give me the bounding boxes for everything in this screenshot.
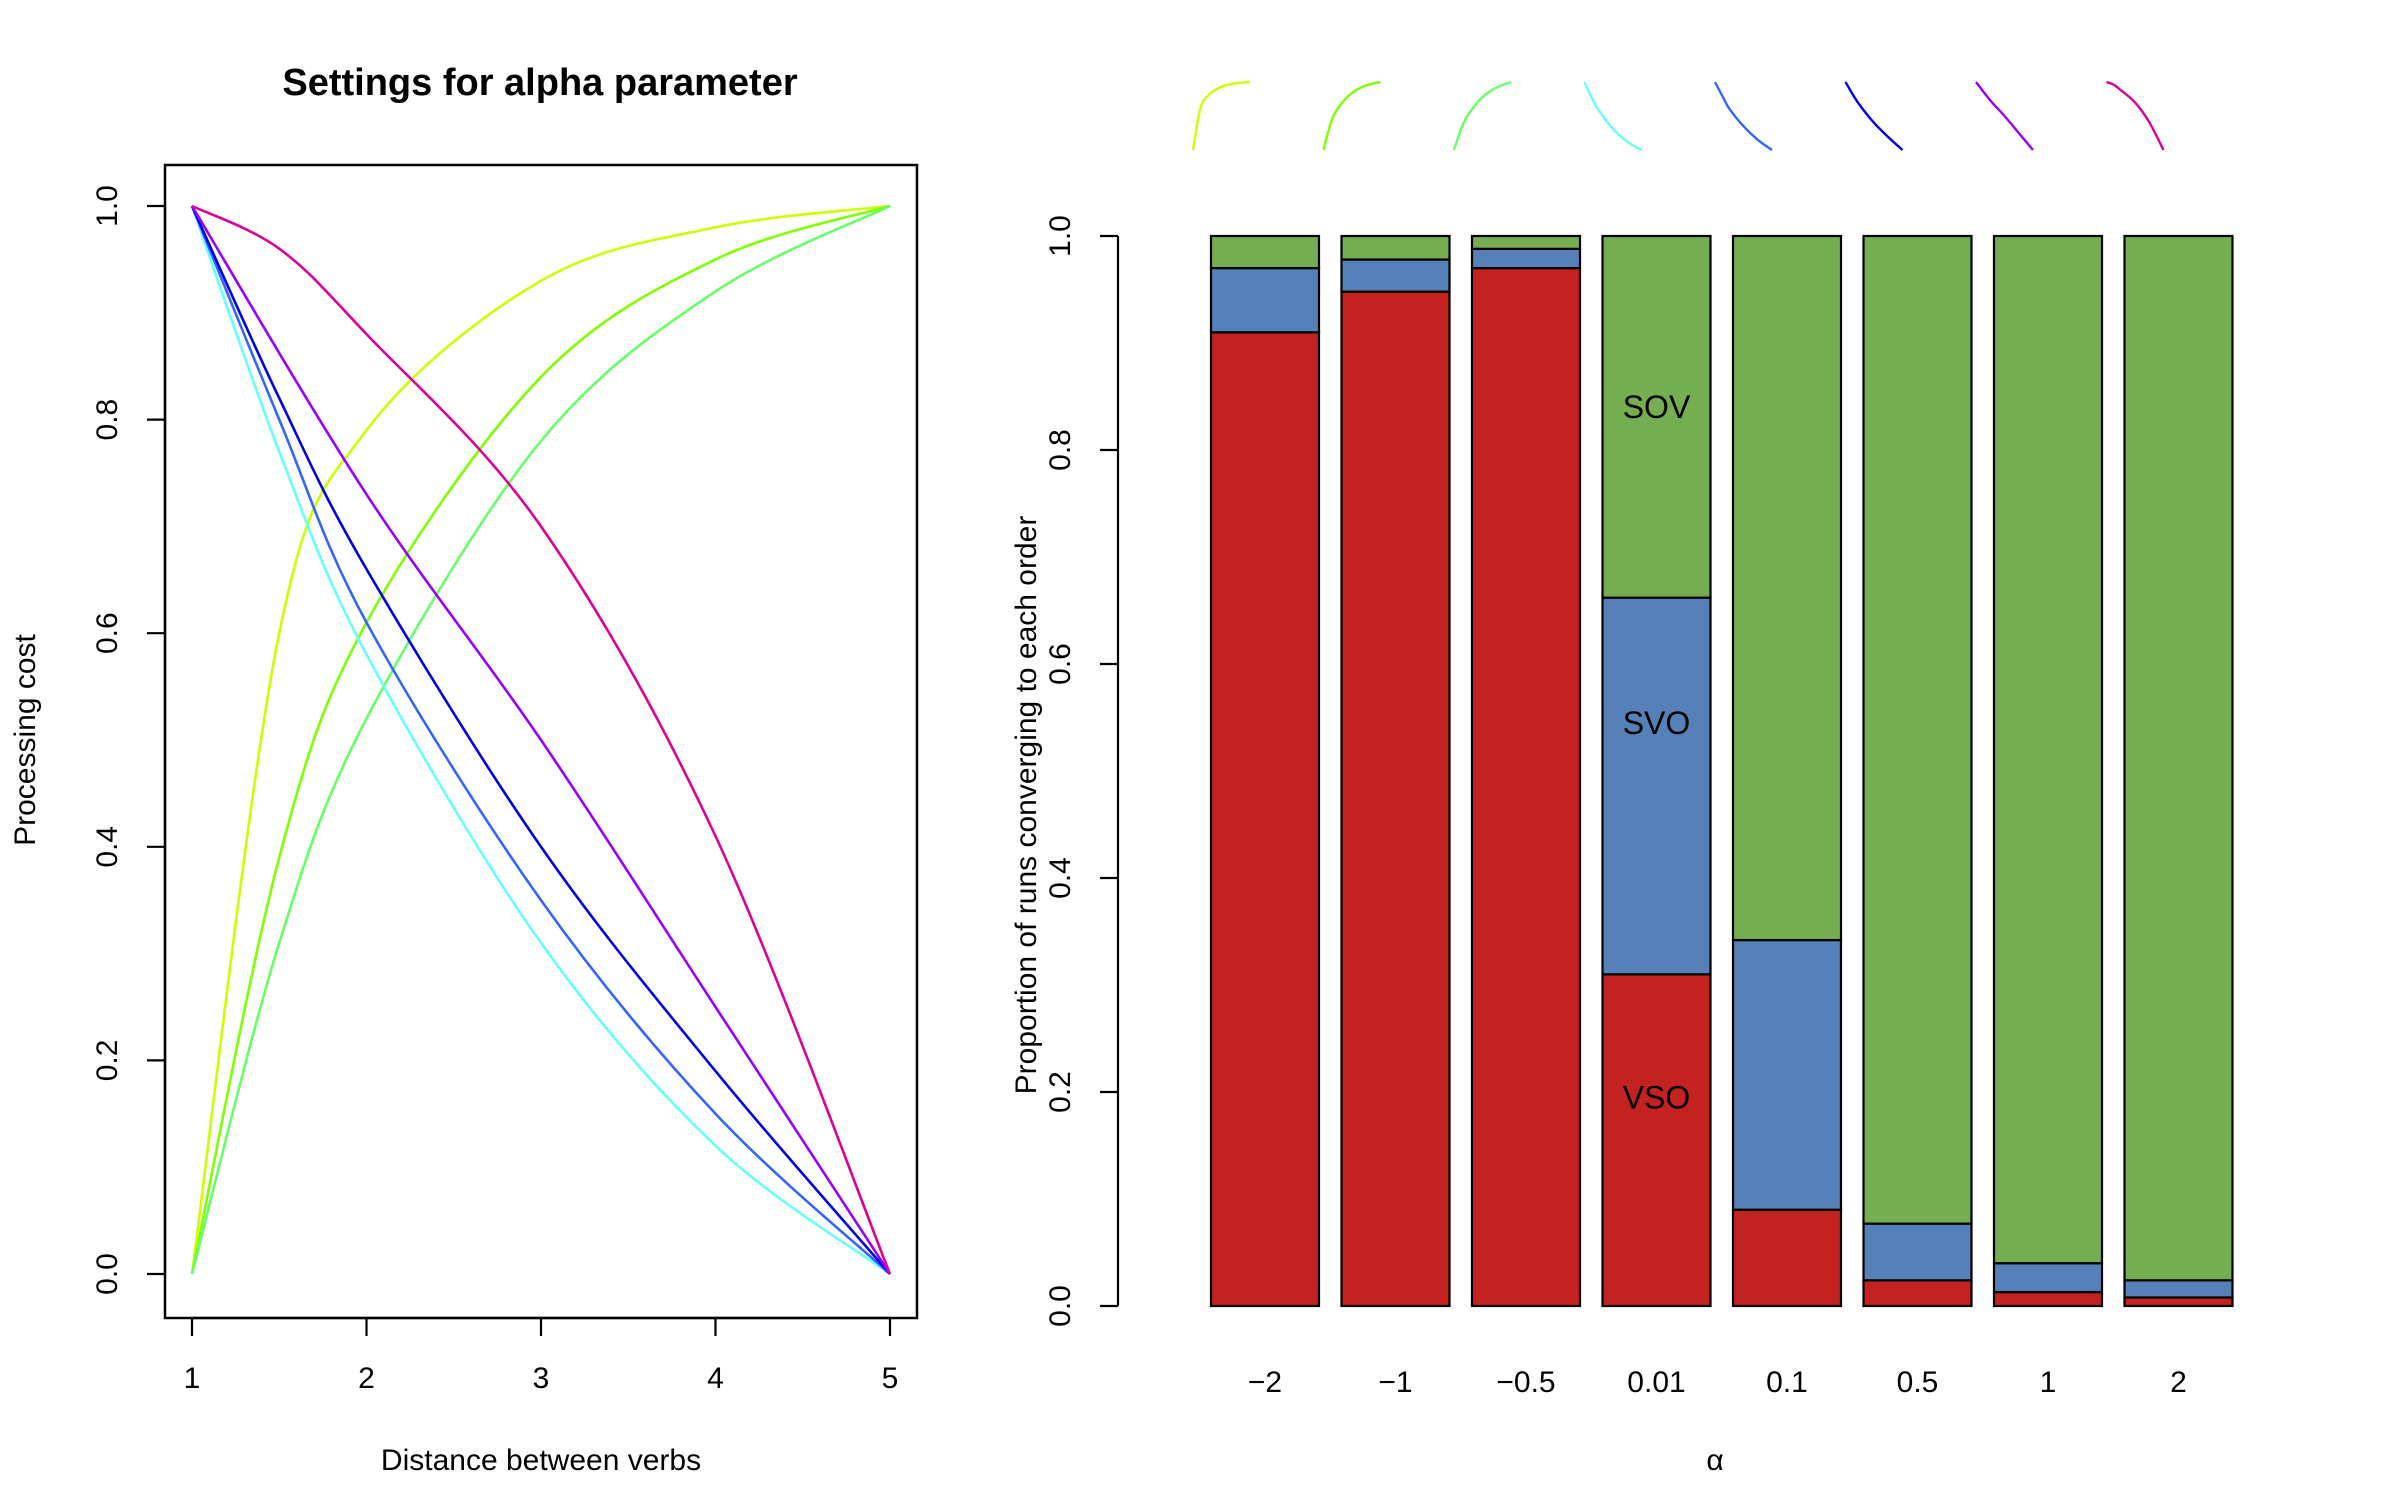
x-category-label: 0.1 — [1766, 1366, 1808, 1399]
x-tick-label: 5 — [882, 1362, 899, 1395]
bar-segment — [2123, 1296, 2234, 1308]
x-tick-label: 3 — [533, 1362, 550, 1395]
x-category-label: 1 — [2040, 1366, 2057, 1399]
bar-segment — [1340, 234, 1451, 261]
y-tick-label: 0.0 — [91, 1253, 124, 1295]
x-category-label: 0.5 — [1897, 1366, 1939, 1399]
x-category-label: 0.01 — [1627, 1366, 1685, 1399]
y-tick-label: 0.6 — [91, 612, 124, 654]
bar-segment — [1731, 938, 1843, 1211]
curve-icon — [1583, 81, 1643, 152]
bar-segment — [1209, 267, 1321, 334]
bar-segment — [1340, 290, 1451, 1308]
y-tick-label: 0.2 — [91, 1040, 124, 1082]
bar-segment — [1470, 267, 1582, 1308]
y-tick-label: 0.4 — [1044, 857, 1077, 899]
x-category-label: −0.5 — [1496, 1366, 1555, 1399]
bar-segment — [1992, 1262, 2104, 1294]
bar-chart-axes: 0.0 0.2 0.4 0.6 0.8 1.0 −2 −1 −0.5 0.01 0.1 0.5 1 2 — [1044, 215, 2187, 1399]
bar-chart-xlabel: α — [1706, 1444, 1723, 1477]
line-series-1 — [190, 204, 891, 1275]
segment-label-vso: VSO — [1623, 1079, 1691, 1115]
bar-segment — [1862, 1279, 1973, 1308]
bar-segment — [2123, 234, 2234, 1282]
x-category-label: −1 — [1378, 1366, 1412, 1399]
bar-segment — [1601, 973, 1712, 1308]
y-tick-label: 0.6 — [1044, 643, 1077, 685]
bar-chart-annotations: SOV SVO VSO — [1623, 389, 1691, 1115]
bar-chart-bars — [1209, 234, 2234, 1308]
line-chart-panel: Settings for alpha parameter 1 2 3 4 5 0.0 0.2… — [9, 62, 919, 1477]
bar-segment — [1862, 234, 1973, 1225]
line-chart-xlabel: Distance between verbs — [381, 1444, 701, 1477]
bar-chart-ylabel: Proportion of runs converging to each or… — [1010, 516, 1043, 1095]
curve-icon — [2106, 80, 2165, 151]
line-chart-ylabel: Processing cost — [9, 633, 42, 845]
x-tick-label: 4 — [707, 1362, 724, 1395]
bar-chart-curve-icons — [1191, 80, 2165, 152]
bar-segment — [1992, 234, 2104, 1265]
segment-label-sov: SOV — [1623, 389, 1691, 425]
bar-segment — [2123, 1279, 2234, 1299]
bar-segment — [1209, 331, 1321, 1308]
line-series-3 — [190, 204, 891, 1275]
y-tick-label: 0.8 — [1044, 429, 1077, 471]
bar-segment — [1601, 596, 1712, 976]
y-tick-label: 1.0 — [91, 185, 124, 227]
x-category-label: 2 — [2170, 1366, 2187, 1399]
segment-label-svo: SVO — [1623, 705, 1691, 741]
bar-segment — [1470, 247, 1582, 270]
bar-segment — [1470, 234, 1582, 250]
curve-icon — [1191, 80, 1251, 151]
bar-segment — [1731, 1208, 1843, 1308]
y-tick-label: 1.0 — [1044, 215, 1077, 257]
line-chart-series-group — [190, 204, 892, 1276]
y-tick-label: 0.4 — [91, 826, 124, 868]
y-tick-label: 0.8 — [91, 399, 124, 441]
curve-icon — [1322, 80, 1381, 151]
curve-icon — [1844, 81, 1904, 151]
y-tick-label: 0.2 — [1044, 1071, 1077, 1113]
bar-segment — [1862, 1222, 1973, 1282]
curve-icon — [1713, 81, 1773, 151]
bar-segment — [1209, 234, 1321, 270]
line-series-4 — [190, 205, 891, 1276]
line-series-2 — [190, 204, 891, 1275]
line-series-8 — [191, 204, 892, 1275]
line-chart-axes: 1 2 3 4 5 0.0 0.2 0.4 0.6 0.8 1.0 — [91, 185, 898, 1395]
line-chart-title: Settings for alpha parameter — [282, 62, 797, 104]
x-tick-label: 1 — [184, 1362, 201, 1395]
x-category-label: −2 — [1248, 1366, 1282, 1399]
bar-segment — [1731, 234, 1843, 942]
y-tick-label: 0.0 — [1044, 1285, 1077, 1327]
line-series-6 — [190, 205, 891, 1275]
bar-segment — [1992, 1290, 2104, 1308]
curve-icon — [1975, 81, 2034, 151]
curve-icon — [1452, 80, 1512, 151]
bar-segment — [1601, 234, 1712, 599]
x-tick-label: 2 — [358, 1362, 375, 1395]
line-series-7 — [190, 205, 892, 1275]
bar-chart-panel: SOV SVO VSO 0.0 0.2 0.4 0.6 0.8 1.0 −2 −1 −0.5 0.01… — [1010, 80, 2234, 1477]
bar-segment — [1340, 258, 1451, 293]
line-series-5 — [190, 205, 891, 1275]
